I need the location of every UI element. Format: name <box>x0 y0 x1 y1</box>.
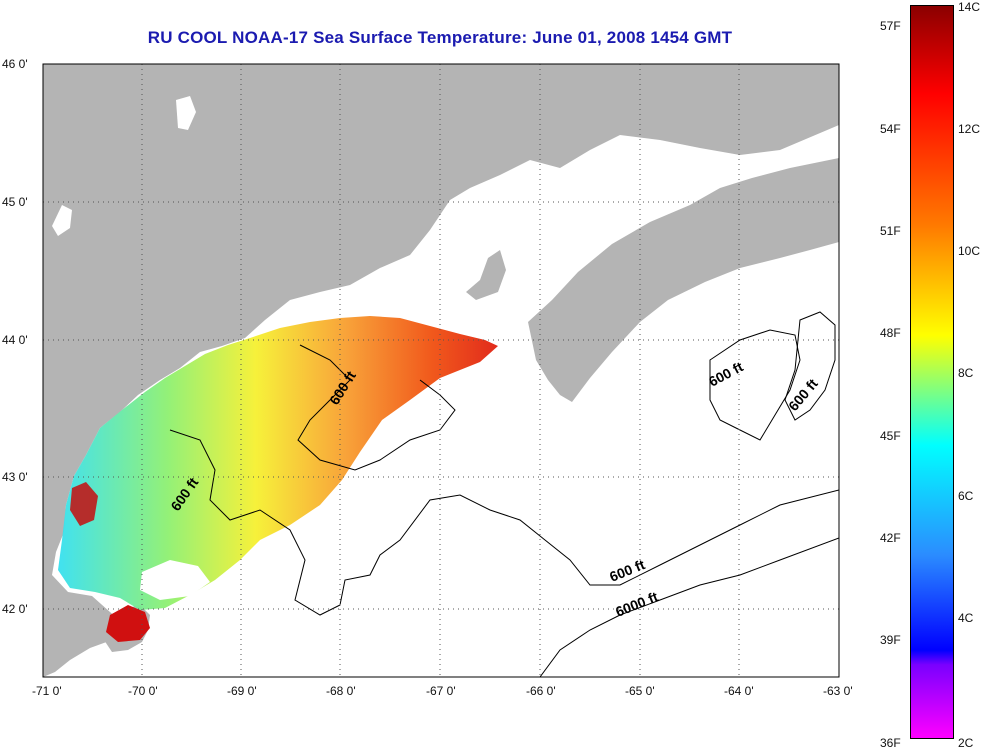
lon-tick: -69 0' <box>227 684 257 698</box>
colorbar-c-label: 2C <box>958 736 974 750</box>
sst-swath <box>58 316 498 610</box>
lat-tick: 45 0' <box>2 195 28 209</box>
contour-600ft-b <box>297 344 456 471</box>
colorbar-f-label: 36F <box>880 736 901 750</box>
lon-tick: -68 0' <box>326 684 356 698</box>
colorbar-f-label: 42F <box>880 531 901 545</box>
lon-tick: -65 0' <box>625 684 655 698</box>
temperature-colorbar <box>910 5 954 739</box>
contour-6000ft <box>539 537 839 677</box>
colorbar-f-label: 57F <box>880 19 901 33</box>
colorbar-c-label: 14C <box>958 0 981 14</box>
colorbar-f-label: 51F <box>880 224 901 238</box>
lon-tick: -67 0' <box>426 684 456 698</box>
colorbar-c-label: 8C <box>958 366 974 380</box>
sst-warm-core <box>70 482 98 526</box>
lon-tick: -63 0' <box>823 684 853 698</box>
lat-tick: 46 0' <box>2 57 28 71</box>
colorbar-c-label: 12C <box>958 122 981 136</box>
lon-tick: -66 0' <box>526 684 556 698</box>
colorbar-f-label: 48F <box>880 326 901 340</box>
lon-tick: -70 0' <box>128 684 158 698</box>
contour-600ft-c <box>709 329 801 441</box>
colorbar-c-label: 10C <box>958 244 981 258</box>
colorbar-f-label: 54F <box>880 122 901 136</box>
colorbar-f-label: 45F <box>880 429 901 443</box>
colorbar-c-label: 4C <box>958 611 974 625</box>
land-nova-scotia <box>528 158 839 402</box>
land-new-england <box>43 64 839 677</box>
colorbar-f-label: 39F <box>880 633 901 647</box>
colorbar-c-label: 6C <box>958 489 974 503</box>
lat-tick: 44 0' <box>2 333 28 347</box>
lat-tick: 42 0' <box>2 602 28 616</box>
lon-tick: -64 0' <box>724 684 754 698</box>
sst-map: 600 ft 600 ft 600 ft 600 ft 6000 ft 600 … <box>42 63 840 678</box>
lat-tick: 43 0' <box>2 470 28 484</box>
map-title: RU COOL NOAA-17 Sea Surface Temperature:… <box>147 28 733 47</box>
lon-tick: -71 0' <box>32 684 62 698</box>
contour-600ft-d <box>784 311 836 421</box>
